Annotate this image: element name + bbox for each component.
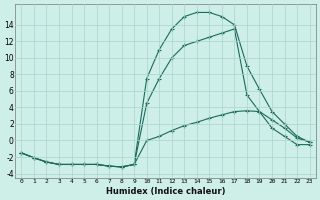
X-axis label: Humidex (Indice chaleur): Humidex (Indice chaleur) xyxy=(106,187,225,196)
